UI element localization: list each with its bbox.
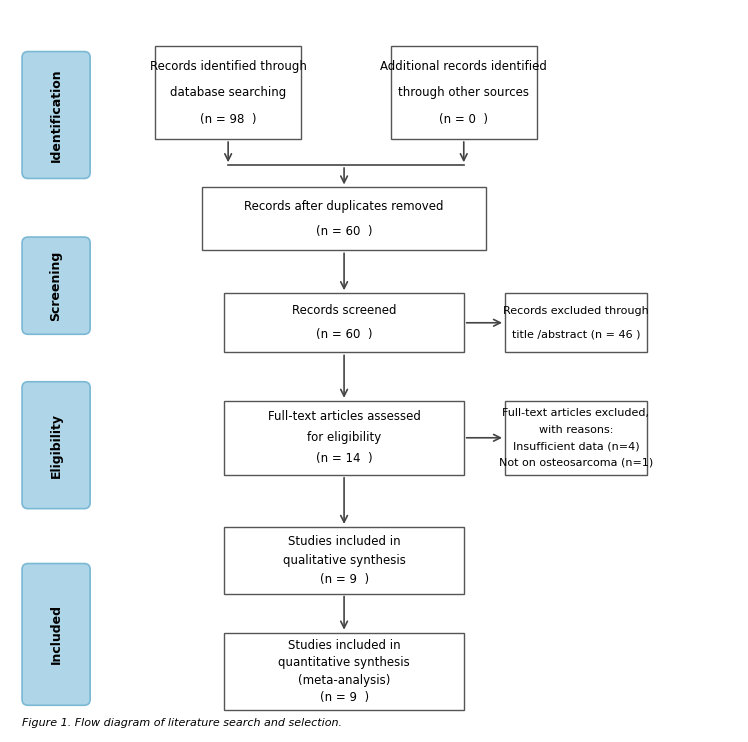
FancyBboxPatch shape [22, 52, 90, 178]
Text: Screening: Screening [49, 251, 63, 321]
Text: quantitative synthesis: quantitative synthesis [278, 657, 410, 669]
Text: (n = 0  ): (n = 0 ) [439, 113, 488, 125]
FancyBboxPatch shape [224, 527, 464, 594]
Text: Studies included in: Studies included in [288, 639, 400, 652]
Text: (n = 60  ): (n = 60 ) [316, 225, 373, 238]
FancyBboxPatch shape [224, 632, 464, 711]
Text: through other sources: through other sources [398, 86, 530, 99]
FancyBboxPatch shape [22, 381, 90, 509]
FancyBboxPatch shape [224, 401, 464, 475]
Text: Eligibility: Eligibility [49, 413, 63, 478]
Text: database searching: database searching [170, 86, 286, 99]
Text: (n = 14  ): (n = 14 ) [316, 453, 373, 465]
Text: qualitative synthesis: qualitative synthesis [283, 554, 405, 567]
Text: Records identified through: Records identified through [150, 60, 307, 73]
Text: (n = 98  ): (n = 98 ) [200, 113, 257, 125]
Text: title /abstract (n = 46 ): title /abstract (n = 46 ) [512, 329, 640, 340]
FancyBboxPatch shape [22, 564, 90, 705]
FancyBboxPatch shape [505, 293, 647, 352]
Text: for eligibility: for eligibility [307, 431, 381, 444]
FancyBboxPatch shape [505, 401, 647, 475]
Text: Records after duplicates removed: Records after duplicates removed [245, 200, 444, 213]
Text: Full-text articles assessed: Full-text articles assessed [268, 410, 420, 423]
Text: Full-text articles excluded,: Full-text articles excluded, [503, 408, 649, 418]
Text: Figure 1. Flow diagram of literature search and selection.: Figure 1. Flow diagram of literature sea… [22, 718, 343, 729]
Text: (meta-analysis): (meta-analysis) [298, 674, 390, 686]
Text: Insufficient data (n=4): Insufficient data (n=4) [512, 441, 640, 451]
Text: Records screened: Records screened [292, 304, 396, 318]
Text: Studies included in: Studies included in [288, 535, 400, 548]
FancyBboxPatch shape [390, 46, 537, 139]
FancyBboxPatch shape [155, 46, 301, 139]
FancyBboxPatch shape [202, 187, 486, 251]
Text: (n = 9  ): (n = 9 ) [319, 691, 369, 704]
Text: Included: Included [49, 605, 63, 664]
Text: Additional records identified: Additional records identified [380, 60, 548, 73]
Text: Records excluded through: Records excluded through [503, 306, 649, 316]
FancyBboxPatch shape [224, 293, 464, 352]
Text: (n = 60  ): (n = 60 ) [316, 328, 373, 341]
Text: (n = 9  ): (n = 9 ) [319, 573, 369, 585]
Text: Identification: Identification [49, 68, 63, 162]
FancyBboxPatch shape [22, 237, 90, 334]
Text: with reasons:: with reasons: [539, 424, 613, 435]
Text: Not on osteosarcoma (n=1): Not on osteosarcoma (n=1) [499, 458, 653, 467]
